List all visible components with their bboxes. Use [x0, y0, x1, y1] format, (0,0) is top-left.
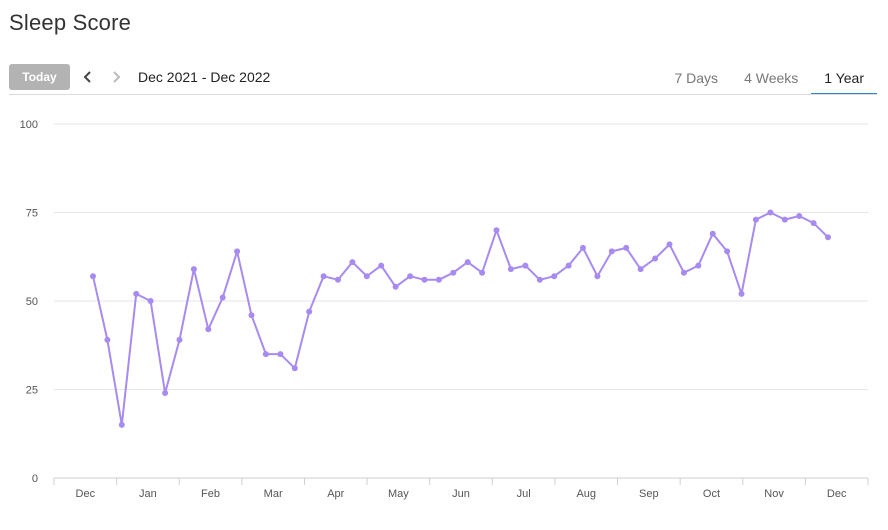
data-point: [190, 266, 197, 273]
data-point: [421, 276, 428, 283]
data-point: [536, 276, 543, 283]
tab-1-year[interactable]: 1 Year: [811, 62, 877, 95]
sleep-score-chart: 0 25 50 75 100 Dec Jan Feb Mar Apr May Jun Jul Aug Sep…: [20, 119, 869, 500]
data-point: [752, 216, 759, 223]
sleep-score-line: [92, 211, 829, 426]
data-point: [349, 259, 356, 266]
data-point: [205, 326, 212, 333]
data-point: [680, 269, 687, 276]
data-point: [248, 312, 255, 319]
data-point: [335, 276, 341, 283]
y-tick-label: 0: [32, 473, 38, 485]
data-point: [767, 209, 774, 216]
data-point: [724, 248, 731, 255]
data-point: [306, 308, 313, 315]
today-button[interactable]: Today: [9, 64, 70, 90]
previous-range-button[interactable]: [78, 66, 98, 88]
data-point: [507, 266, 514, 273]
data-point: [594, 273, 601, 280]
x-tick-label: Nov: [764, 488, 784, 500]
data-point: [652, 255, 659, 262]
y-tick-label: 50: [26, 296, 38, 308]
data-point: [608, 248, 615, 255]
data-point: [565, 262, 572, 269]
data-point: [709, 230, 716, 237]
page-title: Sleep Score: [9, 10, 132, 35]
data-point: [522, 262, 529, 269]
data-point: [392, 283, 399, 290]
date-range-label: Dec 2021 - Dec 2022: [138, 69, 271, 85]
data-point: [695, 262, 702, 269]
y-tick-label: 75: [26, 208, 38, 220]
y-tick-label: 100: [20, 119, 38, 131]
next-range-button[interactable]: [106, 66, 126, 88]
toolbar: Today Dec 2021 - Dec 2022 7 Days 4 Weeks…: [0, 62, 888, 96]
chevron-right-icon: [113, 71, 121, 83]
data-point: [781, 216, 788, 223]
data-point: [262, 351, 269, 358]
y-tick-label: 25: [26, 385, 38, 397]
data-point: [623, 244, 630, 251]
x-tick-label: Dec: [76, 488, 96, 500]
data-point: [277, 351, 284, 358]
x-tick-label: Dec: [827, 488, 847, 500]
data-point: [738, 290, 745, 297]
data-point: [450, 269, 457, 276]
x-tick-label: Oct: [703, 488, 720, 500]
data-point: [666, 241, 673, 248]
data-point: [133, 290, 140, 297]
data-point: [90, 273, 96, 280]
toolbar-divider: [9, 94, 877, 95]
tab-7-days[interactable]: 7 Days: [674, 69, 719, 86]
x-tick-label: Jul: [517, 488, 531, 500]
x-tick-label: Feb: [201, 488, 220, 500]
data-point: [291, 365, 298, 372]
data-point: [378, 262, 385, 269]
data-point: [435, 276, 442, 283]
range-tabs: 7 Days 4 Weeks 1 Year: [661, 62, 877, 95]
x-tick-label: Jan: [139, 488, 157, 500]
data-point: [147, 298, 154, 304]
data-point: [825, 234, 831, 241]
data-point: [162, 390, 169, 396]
data-point: [796, 213, 803, 219]
data-point: [580, 244, 586, 251]
chevron-left-icon: [83, 71, 91, 83]
data-point: [234, 248, 241, 255]
data-point: [104, 336, 111, 343]
x-tick-label: Aug: [576, 488, 596, 500]
x-tick-label: Jun: [452, 488, 470, 500]
data-point: [637, 266, 644, 273]
data-point: [479, 269, 486, 276]
data-point: [493, 227, 500, 234]
data-point: [407, 273, 414, 280]
x-tick-label: Mar: [264, 488, 283, 500]
data-point: [464, 259, 471, 266]
x-tick-label: Apr: [327, 488, 344, 500]
data-point: [320, 273, 327, 280]
tab-4-weeks[interactable]: 4 Weeks: [744, 69, 799, 86]
data-point: [363, 273, 370, 280]
data-point: [810, 220, 817, 227]
data-point: [176, 336, 183, 343]
data-point: [118, 421, 125, 428]
x-tick-label: Sep: [639, 488, 659, 500]
data-point: [551, 273, 558, 280]
data-point: [219, 294, 226, 301]
x-tick-label: May: [388, 488, 409, 500]
